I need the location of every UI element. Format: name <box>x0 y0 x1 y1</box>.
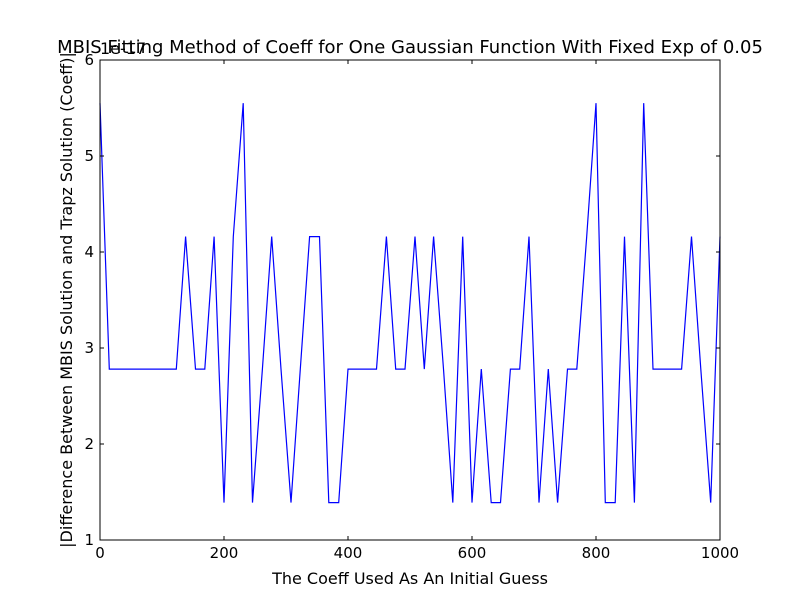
x-tick-label: 1000 <box>701 544 739 562</box>
y-tick-label: 3 <box>84 339 94 357</box>
y-axis-label: |Difference Between MBIS Solution and Tr… <box>57 52 76 548</box>
series-line-0 <box>99 103 721 504</box>
y-tick-label: 4 <box>84 243 94 261</box>
x-tick-label: 600 <box>458 544 487 562</box>
axis-ticks: 0 200 400 600 800 1000 1 2 3 4 5 6 <box>84 51 739 562</box>
chart-title: MBIS Fitting Method of Coeff for One Gau… <box>57 37 763 58</box>
x-tick-label: 400 <box>334 544 363 562</box>
plot-area <box>99 103 721 504</box>
y-tick-label: 6 <box>84 51 94 69</box>
y-tick-label: 2 <box>84 435 94 453</box>
x-tick-label: 800 <box>582 544 611 562</box>
x-tick-label: 200 <box>210 544 239 562</box>
x-axis-label: The Coeff Used As An Initial Guess <box>271 569 548 588</box>
y-tick-label: 5 <box>84 147 94 165</box>
axes-frame <box>99 59 721 541</box>
x-tick-label: 0 <box>95 544 105 562</box>
y-tick-label: 1 <box>84 531 94 549</box>
y-offset-text: 1e-17 <box>100 39 146 58</box>
